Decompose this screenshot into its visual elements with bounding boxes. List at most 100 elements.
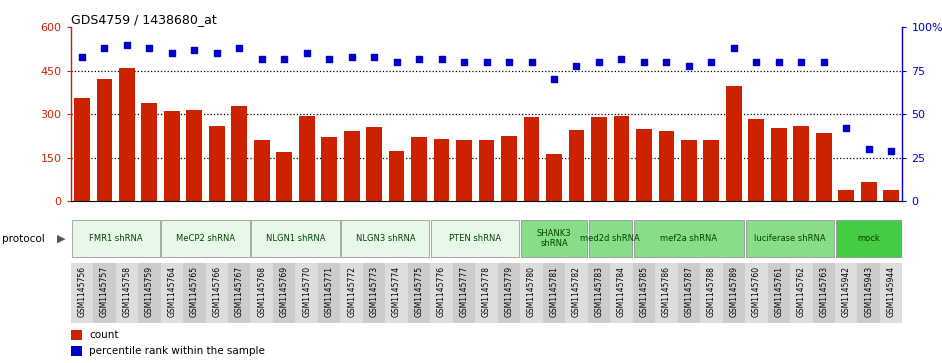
Point [479,59,494,65]
Text: NLGN3 shRNA: NLGN3 shRNA [355,234,415,243]
Text: count: count [89,330,119,340]
Bar [187,110,203,201]
Point [187,47,202,53]
Bar [884,191,899,201]
Point [637,59,652,65]
Text: GSM1145764: GSM1145764 [168,266,176,317]
Bar [141,103,157,201]
Point [389,59,404,65]
Bar [700,263,723,323]
Text: GSM1145762: GSM1145762 [797,266,805,317]
Bar [164,111,180,201]
Text: GSM1145767: GSM1145767 [235,266,244,317]
Bar [813,263,835,323]
Bar [116,263,138,323]
Text: GSM1145757: GSM1145757 [100,266,109,317]
Text: GSM1145785: GSM1145785 [640,266,648,317]
Bar [71,330,82,340]
Bar [253,140,269,201]
Text: GSM1145780: GSM1145780 [527,266,536,317]
Bar [836,220,901,257]
Bar [543,263,565,323]
Bar [389,151,404,201]
Text: mef2a shRNA: mef2a shRNA [660,234,718,243]
Text: GSM1145786: GSM1145786 [662,266,671,317]
Text: NLGN1 shRNA: NLGN1 shRNA [266,234,325,243]
Bar [816,132,832,201]
Bar [183,263,205,323]
Bar [456,140,472,201]
Bar [160,263,183,323]
Bar [479,140,495,201]
Bar [749,119,764,201]
Text: ▶: ▶ [57,234,65,244]
Point [884,148,899,154]
Point [838,125,853,131]
Point [97,45,112,51]
Text: mock: mock [857,234,880,243]
Bar [546,154,561,201]
Bar [412,137,427,201]
Point [457,59,472,65]
Point [209,50,224,56]
Bar [385,263,408,323]
Bar [296,263,318,323]
Bar [591,117,607,201]
Point [681,63,696,69]
Bar [453,263,476,323]
Point [366,54,382,60]
Bar [613,115,629,201]
Text: GSM1145768: GSM1145768 [257,266,267,317]
Point [74,54,89,60]
Bar [704,140,720,201]
Bar [476,263,497,323]
Text: GSM1145770: GSM1145770 [302,266,311,317]
Bar [321,137,337,201]
Bar [408,263,430,323]
Bar [524,117,540,201]
Text: GSM1145944: GSM1145944 [886,266,896,317]
Bar [835,263,857,323]
Bar [161,220,250,257]
Bar [228,263,251,323]
Bar [299,116,315,201]
Point [749,59,764,65]
Text: GSM1145783: GSM1145783 [594,266,604,317]
Bar [569,130,584,201]
Bar [252,220,339,257]
Text: GSM1145779: GSM1145779 [505,266,513,317]
Text: GSM1145771: GSM1145771 [325,266,333,317]
Text: GSM1145769: GSM1145769 [280,266,288,317]
Point [164,50,179,56]
Point [524,59,539,65]
Bar [74,98,89,201]
Bar [793,126,809,201]
Text: GSM1145788: GSM1145788 [706,266,716,317]
Point [277,56,292,61]
Text: med2d shRNA: med2d shRNA [580,234,640,243]
Text: MeCP2 shRNA: MeCP2 shRNA [176,234,236,243]
Point [704,59,719,65]
Bar [723,263,745,323]
Text: GSM1145943: GSM1145943 [864,266,873,317]
Text: GSM1145775: GSM1145775 [414,266,424,317]
Bar [209,126,224,201]
Point [142,45,157,51]
Text: GSM1145776: GSM1145776 [437,266,447,317]
Bar [71,263,93,323]
Bar [497,263,520,323]
Point [794,59,809,65]
Text: GSM1145777: GSM1145777 [460,266,468,317]
Point [726,45,741,51]
Bar [431,220,519,257]
Bar [861,182,877,201]
Text: GDS4759 / 1438680_at: GDS4759 / 1438680_at [71,13,217,26]
Bar [276,151,292,201]
Point [614,56,629,61]
Bar [251,263,273,323]
Text: PTEN shRNA: PTEN shRNA [449,234,501,243]
Point [592,59,607,65]
Bar [340,263,363,323]
Point [120,42,135,48]
Bar [677,263,700,323]
